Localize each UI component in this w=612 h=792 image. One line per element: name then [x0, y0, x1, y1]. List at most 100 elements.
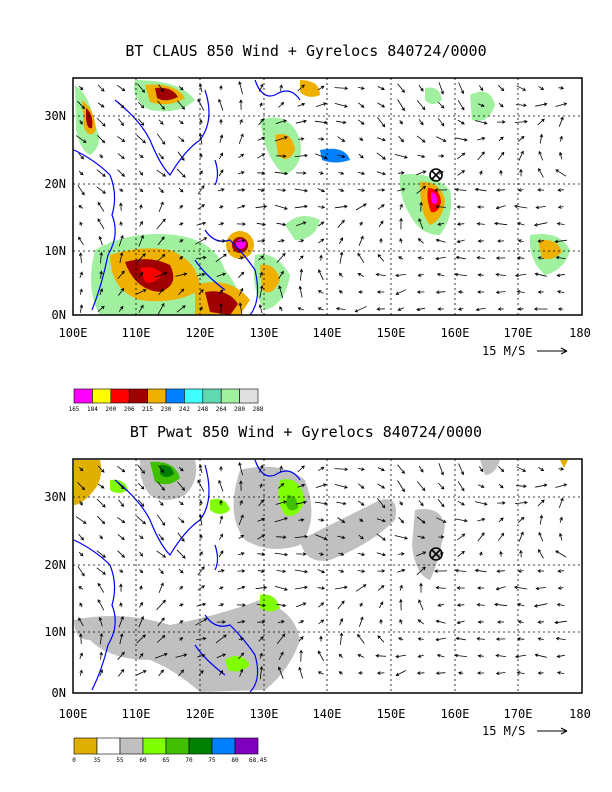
- wind-vector-arrow: [259, 271, 263, 278]
- colorbar-label: 60: [139, 757, 147, 764]
- wind-vector-arrow: [97, 483, 105, 489]
- wind-vector-arrow: [119, 569, 124, 573]
- wind-vector-arrow: [435, 637, 446, 642]
- wind-vector-arrow: [477, 290, 485, 294]
- wind-vector-arrow: [337, 517, 346, 523]
- wind-vector-arrow: [437, 117, 445, 127]
- bottom-lat-label: 30N: [44, 490, 66, 504]
- wind-vector-arrow: [96, 186, 106, 194]
- wind-vector-arrow: [336, 120, 347, 125]
- wind-vector-arrow: [398, 256, 404, 260]
- colorbar-label: 80: [231, 757, 239, 764]
- wind-vector-arrow: [178, 466, 184, 472]
- wind-vector-arrow: [417, 619, 424, 625]
- wind-vector-arrow: [317, 307, 324, 311]
- wind-vector-arrow: [198, 464, 203, 474]
- wind-vector-arrow: [297, 84, 305, 92]
- wind-vector-arrow: [318, 221, 325, 227]
- wind-vector-arrow: [218, 586, 224, 590]
- wind-vector-arrow: [237, 171, 245, 175]
- wind-vector-arrow: [317, 586, 326, 590]
- wind-vector-arrow: [298, 620, 305, 624]
- wind-vector-arrow: [395, 654, 407, 659]
- bottom-map-frame: [72, 458, 583, 694]
- wind-vector-arrow: [476, 637, 485, 641]
- wind-vector-arrow: [156, 599, 166, 611]
- wind-vector-arrow: [517, 620, 524, 624]
- wind-vector-arrow: [295, 500, 308, 505]
- wind-vector-arrow: [397, 187, 406, 192]
- wind-vector-arrow: [358, 235, 364, 246]
- wind-vector-arrow: [237, 188, 246, 192]
- wind-vector-arrow: [158, 187, 164, 194]
- bottom-lon-label: 130E: [250, 707, 279, 721]
- wind-vector-arrow: [279, 84, 283, 91]
- wind-vector-arrow: [117, 651, 125, 660]
- wind-vector-arrow: [457, 99, 465, 111]
- wind-vector-arrow: [278, 285, 284, 299]
- wind-vector-arrow: [276, 222, 287, 227]
- wind-vector-arrow: [456, 152, 466, 160]
- wind-vector-arrow: [513, 204, 528, 209]
- wind-vector-arrow: [376, 290, 385, 294]
- wind-vector-arrow: [559, 532, 563, 541]
- wind-vector-arrow: [138, 535, 144, 539]
- wind-vector-arrow: [517, 188, 524, 192]
- wind-vector-arrow: [338, 290, 343, 294]
- wind-vector-arrow: [516, 603, 525, 607]
- wind-vector-arrow: [556, 671, 565, 675]
- wind-vector-arrow: [554, 239, 567, 244]
- wind-vector-arrow: [156, 253, 166, 262]
- wind-vector-arrow: [357, 552, 366, 556]
- colorbar-label: 215: [142, 406, 153, 413]
- wind-vector-arrow: [318, 171, 324, 175]
- wind-vector-arrow: [435, 205, 446, 209]
- wind-vector-arrow: [79, 500, 83, 506]
- wind-vector-arrow: [97, 599, 105, 611]
- wind-vector-arrow: [318, 269, 324, 281]
- wind-vector-arrow: [259, 483, 263, 489]
- wind-vector-arrow: [197, 585, 205, 591]
- wind-vector-arrow: [237, 552, 245, 556]
- wind-vector-arrow: [199, 534, 203, 540]
- wind-vector-arrow: [418, 599, 424, 611]
- wind-vector-arrow: [436, 517, 447, 523]
- wind-vector-arrow: [139, 204, 143, 210]
- wind-vector-arrow: [339, 237, 344, 245]
- wind-vector-arrow: [294, 204, 308, 209]
- wind-vector-arrow: [158, 465, 164, 474]
- wind-vector-arrow: [416, 100, 426, 111]
- colorbar-swatch: [234, 737, 259, 755]
- wind-vector-arrow: [237, 585, 246, 590]
- wind-vector-arrow: [458, 463, 465, 476]
- bottom-lon-label: 100E: [59, 707, 88, 721]
- wind-vector-arrow: [416, 671, 425, 675]
- wind-vector-arrow: [276, 603, 287, 608]
- wind-vector-arrow: [497, 620, 505, 624]
- wind-vector-arrow: [139, 601, 144, 608]
- wind-vector-arrow: [454, 187, 467, 192]
- wind-vector-arrow: [437, 603, 444, 607]
- wind-vector-arrow: [276, 633, 286, 645]
- wind-vector-arrow: [515, 273, 527, 278]
- wind-vector-arrow: [177, 100, 186, 110]
- wind-vector-arrow: [175, 653, 188, 658]
- wind-vector-arrow: [99, 270, 103, 279]
- wind-vector-arrow: [555, 102, 568, 107]
- wind-vector-arrow: [177, 136, 185, 143]
- wind-vector-arrow: [137, 83, 146, 93]
- wind-vector-arrow: [195, 618, 208, 626]
- wind-vector-arrow: [238, 287, 244, 296]
- wind-vector-arrow: [296, 602, 307, 608]
- top-lon-label: 110E: [122, 326, 151, 340]
- wind-vector-arrow: [377, 253, 385, 262]
- colorbar-label: 200: [105, 406, 116, 413]
- wind-vector-arrow: [419, 201, 423, 212]
- wind-vector-arrow: [176, 168, 186, 178]
- wind-vector-arrow: [357, 102, 365, 108]
- top-map: 30N 20N 10N 0N 100E 110E 120E 130E 140E …: [44, 77, 591, 413]
- colorbar-swatch: [128, 388, 148, 404]
- top-map-coastlines: [73, 79, 301, 316]
- wind-vector-arrow: [456, 586, 465, 590]
- wind-vector-arrow: [537, 188, 545, 192]
